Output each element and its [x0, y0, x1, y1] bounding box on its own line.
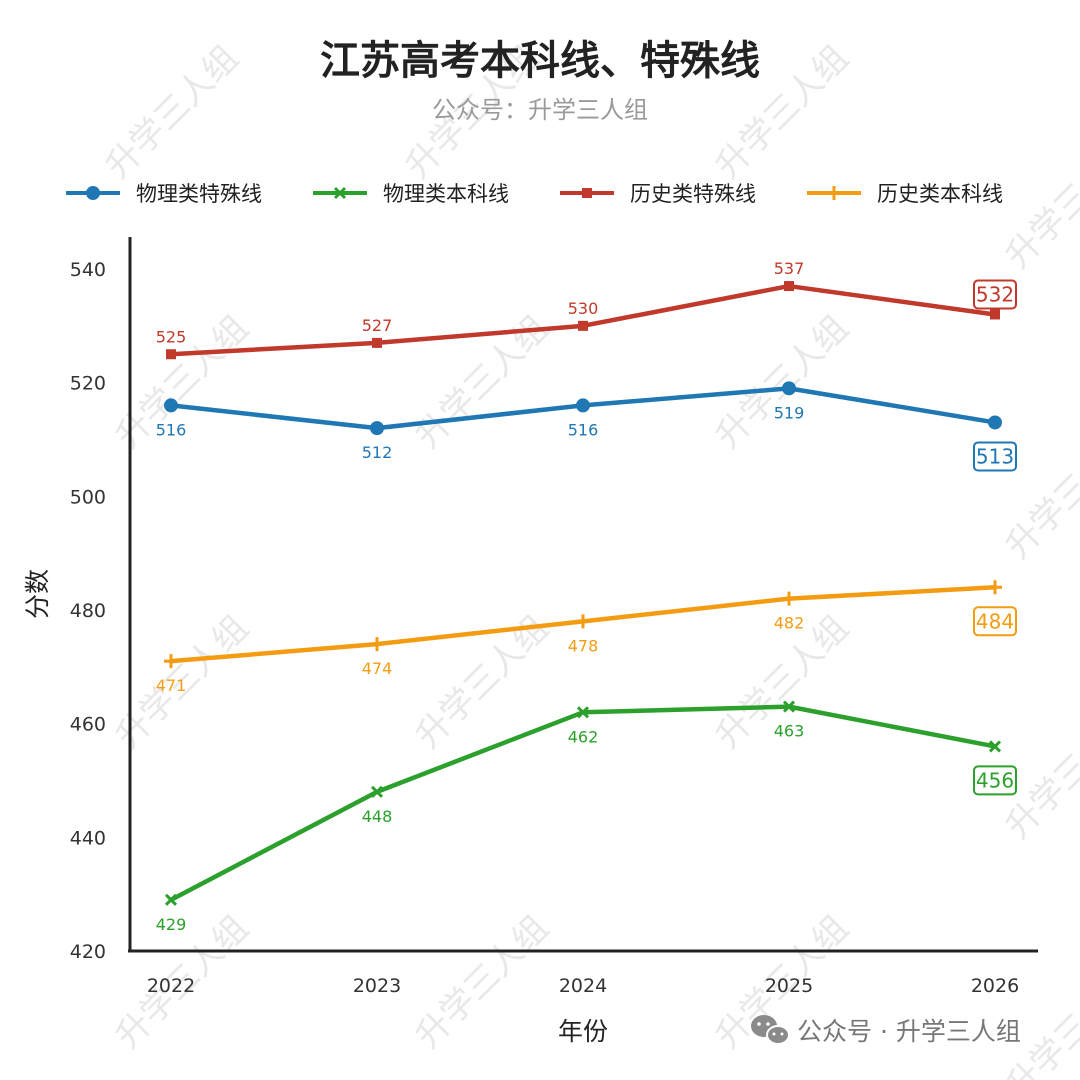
chart-subtitle: 公众号：升学三人组: [432, 96, 648, 124]
watermark-text: 升学三人组: [408, 908, 556, 1056]
data-label-box: [973, 279, 1017, 310]
watermark-text: 升学三人组: [98, 38, 246, 186]
data-point-square: [784, 281, 794, 292]
y-tick-label: 520: [70, 373, 106, 395]
data-point-circle: [164, 398, 178, 413]
data-label-box: [973, 441, 1017, 472]
x-axis-label: 年份: [558, 1017, 608, 1046]
y-tick-label: 500: [70, 486, 106, 508]
data-point-square: [582, 188, 592, 198]
data-label: 516: [156, 420, 187, 439]
legend-item: 历史类本科线: [807, 182, 1003, 206]
data-point-circle: [576, 398, 590, 413]
axes: [128, 237, 1038, 953]
series-plus: 471 474 478 482 484: [156, 580, 1017, 695]
series-circle: 516 512 516 519 513: [156, 381, 1017, 472]
series-x: 429 448 462 463 456: [156, 700, 1017, 934]
data-label: 456: [976, 768, 1014, 792]
data-label-box: [973, 606, 1017, 637]
series-line: [168, 283, 998, 357]
data-point-circle: [988, 415, 1002, 430]
data-point-x: [782, 700, 796, 713]
data-point-plus: [164, 654, 178, 669]
legend-item: 历史类特殊线: [560, 182, 756, 206]
data-label: 537: [774, 259, 805, 278]
data-point-plus: [827, 186, 841, 200]
footer: 公众号 · 升学三人组: [751, 1015, 1021, 1046]
legend-label: 历史类特殊线: [630, 182, 756, 206]
marker-stroke: [988, 740, 1002, 753]
x-tick-label: 2022: [147, 975, 195, 997]
data-label: 532: [976, 282, 1014, 306]
x-tick-label: 2023: [353, 975, 401, 997]
x-tick-label: 2024: [559, 975, 607, 997]
watermark-text: 升学三人组: [998, 418, 1080, 566]
legend-item: 物理类本科线: [313, 182, 509, 206]
data-label: 525: [156, 327, 187, 346]
y-tick-label: 420: [70, 941, 106, 963]
x-tick-label: 2026: [971, 975, 1019, 997]
y-tick-label: 460: [70, 714, 106, 736]
legend-label: 物理类本科线: [383, 182, 509, 206]
data-point-circle: [370, 421, 384, 436]
legend-label: 历史类本科线: [877, 182, 1003, 206]
data-label: 513: [976, 444, 1014, 468]
watermark-text: 升学三人组: [998, 128, 1080, 276]
marker-stroke: [576, 706, 590, 719]
data-point-plus: [576, 614, 590, 629]
data-label: 530: [568, 299, 599, 318]
watermark-text: 升学三人组: [708, 308, 856, 456]
y-tick-label: 440: [70, 827, 106, 849]
data-label: 484: [976, 609, 1014, 633]
data-label: 471: [156, 676, 187, 695]
marker-stroke: [333, 186, 347, 200]
marker-stroke: [782, 700, 796, 713]
data-label: 516: [568, 420, 599, 439]
data-label: 448: [362, 807, 393, 826]
data-point-x: [164, 893, 178, 906]
y-tick-label: 540: [70, 259, 106, 281]
data-point-x: [370, 785, 384, 798]
legend-item: 物理类特殊线: [66, 182, 262, 206]
data-point-square: [990, 309, 1000, 320]
data-label: 519: [774, 403, 805, 422]
data-label: 462: [568, 727, 599, 746]
legend-label: 物理类特殊线: [136, 182, 262, 206]
data-point-plus: [988, 580, 1002, 595]
y-tick-labels: 420 440 460 480 500 520 540: [70, 259, 106, 963]
data-point-circle: [86, 186, 100, 200]
y-tick-label: 480: [70, 600, 106, 622]
data-label: 512: [362, 443, 393, 462]
x-tick-labels: 2022 2023 2024 2025 2026: [147, 975, 1019, 997]
data-point-circle: [782, 381, 796, 396]
data-point-x: [988, 740, 1002, 753]
legend: 物理类特殊线 物理类本科线 历史类特殊线 历史类本科线: [66, 182, 1003, 206]
data-label: 474: [362, 659, 393, 678]
data-point-square: [166, 349, 176, 360]
data-point-plus: [370, 637, 384, 652]
data-point-plus: [782, 591, 796, 606]
data-label: 482: [774, 614, 805, 633]
data-label: 429: [156, 915, 187, 934]
marker-stroke: [370, 785, 384, 798]
data-point-x: [576, 706, 590, 719]
series-square: 525 527 530 537 532: [156, 259, 1017, 360]
x-tick-label: 2025: [765, 975, 813, 997]
wechat-icon: [751, 1015, 790, 1045]
chart-title: 江苏高考本科线、特殊线: [320, 38, 760, 84]
data-label-box: [973, 765, 1017, 796]
data-point-square: [372, 337, 382, 348]
data-label: 463: [774, 722, 805, 741]
data-point-x: [333, 186, 347, 200]
data-label: 478: [568, 636, 599, 655]
data-label: 527: [362, 316, 393, 335]
footer-text: 公众号 · 升学三人组: [797, 1017, 1021, 1046]
marker-stroke: [164, 893, 178, 906]
y-axis-label: 分数: [23, 569, 52, 619]
data-point-square: [578, 320, 588, 331]
